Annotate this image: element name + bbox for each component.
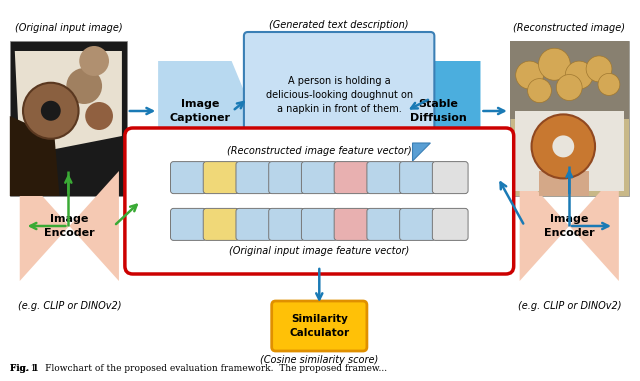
FancyBboxPatch shape	[269, 162, 305, 194]
Circle shape	[598, 74, 620, 95]
FancyBboxPatch shape	[10, 41, 127, 196]
FancyBboxPatch shape	[272, 301, 367, 351]
Text: (Reconstructed image): (Reconstructed image)	[513, 23, 625, 33]
Polygon shape	[15, 51, 122, 156]
FancyBboxPatch shape	[204, 162, 239, 194]
Polygon shape	[10, 116, 60, 196]
Circle shape	[556, 75, 582, 101]
Polygon shape	[520, 171, 569, 281]
Text: (Original input image feature vector): (Original input image feature vector)	[229, 246, 410, 256]
Text: Image
Captioner: Image Captioner	[170, 99, 231, 123]
Text: Stable
Diffusion: Stable Diffusion	[410, 99, 467, 123]
Text: (e.g. CLIP or DINOv2): (e.g. CLIP or DINOv2)	[518, 301, 621, 311]
FancyBboxPatch shape	[301, 208, 337, 240]
Circle shape	[516, 61, 543, 89]
FancyBboxPatch shape	[236, 208, 272, 240]
Polygon shape	[569, 171, 619, 281]
Circle shape	[85, 102, 113, 130]
FancyBboxPatch shape	[509, 41, 628, 118]
Circle shape	[67, 68, 102, 104]
FancyBboxPatch shape	[236, 162, 272, 194]
Circle shape	[552, 135, 574, 157]
FancyBboxPatch shape	[334, 162, 370, 194]
FancyBboxPatch shape	[204, 208, 239, 240]
Text: (Original input image): (Original input image)	[15, 23, 122, 33]
Polygon shape	[69, 171, 119, 281]
FancyBboxPatch shape	[433, 162, 468, 194]
Circle shape	[41, 101, 61, 121]
Polygon shape	[413, 143, 430, 161]
Text: (e.g. CLIP or DINOv2): (e.g. CLIP or DINOv2)	[17, 301, 121, 311]
FancyBboxPatch shape	[170, 208, 206, 240]
Circle shape	[532, 114, 595, 178]
FancyBboxPatch shape	[244, 32, 435, 165]
Circle shape	[23, 83, 79, 139]
FancyBboxPatch shape	[301, 162, 337, 194]
Text: (Generated text description): (Generated text description)	[269, 20, 409, 30]
FancyBboxPatch shape	[399, 208, 435, 240]
Circle shape	[79, 46, 109, 76]
Text: (Reconstructed image feature vector): (Reconstructed image feature vector)	[227, 146, 412, 156]
FancyBboxPatch shape	[509, 41, 628, 196]
Polygon shape	[540, 171, 589, 196]
Circle shape	[565, 61, 593, 89]
Circle shape	[527, 78, 552, 102]
Text: A person is holding a
delicious-looking doughnut on
a napkin in front of them.: A person is holding a delicious-looking …	[266, 75, 413, 114]
Polygon shape	[387, 61, 481, 161]
FancyBboxPatch shape	[399, 162, 435, 194]
FancyBboxPatch shape	[433, 208, 468, 240]
FancyBboxPatch shape	[269, 208, 305, 240]
FancyBboxPatch shape	[334, 208, 370, 240]
Text: Similarity
Calculator: Similarity Calculator	[289, 314, 349, 338]
FancyBboxPatch shape	[367, 208, 403, 240]
Circle shape	[538, 48, 570, 80]
Polygon shape	[515, 111, 624, 191]
Text: Fig. 1   Flowchart of the proposed evaluation framework.  The proposed framew...: Fig. 1 Flowchart of the proposed evaluat…	[10, 364, 387, 373]
FancyBboxPatch shape	[125, 128, 514, 274]
Text: Image
Encoder: Image Encoder	[544, 214, 595, 238]
Text: Image
Encoder: Image Encoder	[44, 214, 95, 238]
Circle shape	[586, 56, 612, 82]
Text: (Cosine similarity score): (Cosine similarity score)	[260, 355, 378, 365]
Polygon shape	[158, 61, 252, 161]
Polygon shape	[20, 171, 69, 281]
Text: Fig. 1: Fig. 1	[10, 364, 38, 373]
FancyBboxPatch shape	[170, 162, 206, 194]
FancyBboxPatch shape	[367, 162, 403, 194]
